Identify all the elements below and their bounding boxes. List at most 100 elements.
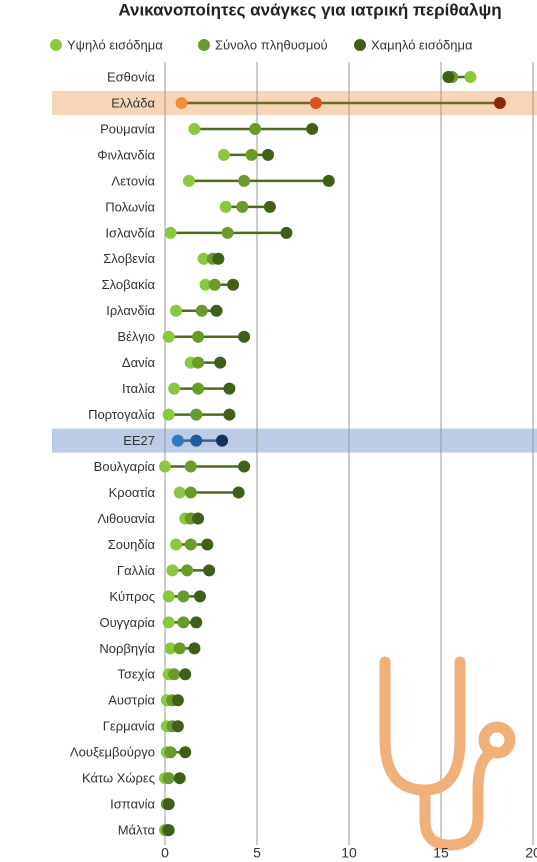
- dot: [192, 382, 205, 395]
- category-label: ΕΕ27: [123, 433, 155, 448]
- dot: [168, 382, 181, 395]
- category-label: Ιρλανδία: [106, 303, 155, 318]
- dot: [164, 226, 177, 239]
- dot: [162, 616, 175, 629]
- dot: [197, 252, 210, 265]
- dot: [223, 408, 236, 421]
- dot: [245, 148, 258, 161]
- dot: [162, 590, 175, 603]
- dot: [177, 616, 190, 629]
- dot: [212, 252, 225, 265]
- dot: [192, 330, 205, 343]
- category-label: Λετονία: [111, 173, 155, 188]
- x-tick-label: 20: [525, 845, 537, 861]
- x-tick-label: 0: [161, 845, 169, 861]
- dot: [173, 772, 186, 785]
- dot: [216, 434, 229, 447]
- category-label: Γαλλία: [117, 563, 156, 578]
- category-label: Κύπρος: [109, 589, 155, 604]
- dot: [164, 746, 177, 759]
- chart-title: Ανικανοποίητες ανάγκες για ιατρική περίθ…: [118, 0, 501, 19]
- dot: [238, 330, 251, 343]
- dot: [171, 720, 184, 733]
- category-label: Ελλάδα: [111, 95, 155, 110]
- dot: [280, 226, 293, 239]
- dot: [170, 538, 183, 551]
- legend-swatch: [354, 39, 366, 51]
- dot: [182, 174, 195, 187]
- dot: [171, 694, 184, 707]
- dot: [493, 96, 506, 109]
- category-label: Τσεχία: [117, 667, 155, 682]
- dot: [262, 148, 275, 161]
- category-label: Κάτω Χώρες: [82, 771, 155, 786]
- dot: [263, 200, 276, 213]
- dot: [201, 538, 214, 551]
- dot: [227, 278, 240, 291]
- dot: [173, 486, 186, 499]
- legend-label: Χαμηλό εισόδημα: [371, 37, 473, 52]
- category-label: Σλοβακία: [102, 277, 156, 292]
- dot: [179, 746, 192, 759]
- category-label: Λιθουανία: [97, 511, 155, 526]
- category-label: Ουγγαρία: [99, 615, 155, 630]
- category-label: Πολωνία: [105, 199, 155, 214]
- category-label: Αυστρία: [108, 693, 155, 708]
- dot: [162, 772, 175, 785]
- category-label: Σλοβενία: [103, 251, 155, 266]
- dot: [309, 96, 322, 109]
- dot: [192, 356, 205, 369]
- x-tick-label: 5: [253, 845, 261, 861]
- category-label: Κροατία: [109, 485, 156, 500]
- dot: [190, 408, 203, 421]
- dot: [184, 460, 197, 473]
- highlight-band: [52, 428, 537, 453]
- category-label: Δανία: [122, 355, 156, 370]
- dot: [208, 278, 221, 291]
- dot: [190, 434, 203, 447]
- dot: [159, 460, 171, 473]
- dot: [442, 71, 455, 83]
- dot: [322, 174, 335, 187]
- category-label: Βέλγιο: [117, 329, 155, 344]
- stethoscope-icon: [379, 656, 516, 851]
- dot: [464, 71, 477, 83]
- dot: [179, 668, 192, 681]
- dot: [188, 122, 201, 135]
- dot: [168, 668, 181, 681]
- dot: [195, 304, 208, 317]
- dot: [181, 564, 194, 577]
- dot: [217, 148, 230, 161]
- x-tick-label: 15: [433, 845, 449, 861]
- category-label: Ρουμανία: [100, 121, 155, 136]
- dot: [184, 538, 197, 551]
- category-label: Βουλγαρία: [94, 459, 156, 474]
- dot: [190, 616, 203, 629]
- dot: [238, 460, 251, 473]
- dot: [192, 512, 205, 525]
- dot: [306, 122, 319, 135]
- dot: [162, 824, 175, 837]
- dot: [162, 798, 175, 811]
- dot: [193, 590, 206, 603]
- dot: [171, 434, 184, 447]
- dot: [232, 486, 245, 499]
- category-label: Πορτογαλία: [88, 407, 155, 422]
- category-label: Σουηδία: [108, 537, 156, 552]
- category-label: Ισπανία: [110, 797, 155, 812]
- legend-swatch: [198, 39, 210, 51]
- dot: [236, 200, 249, 213]
- category-label: Εσθονία: [107, 69, 156, 84]
- dot: [203, 564, 216, 577]
- x-tick-label: 10: [341, 845, 357, 861]
- dot: [219, 200, 232, 213]
- category-label: Νορβηγία: [99, 641, 155, 656]
- dot: [173, 642, 186, 655]
- dot: [249, 122, 262, 135]
- legend-label: Υψηλό εισόδημα: [67, 37, 163, 52]
- dot: [188, 642, 201, 655]
- dot: [162, 408, 175, 421]
- dot: [210, 304, 223, 317]
- category-label: Ισλανδία: [105, 225, 155, 240]
